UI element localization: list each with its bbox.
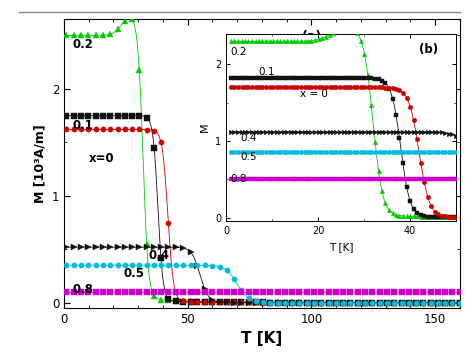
X-axis label: T [K]: T [K] xyxy=(241,332,283,346)
Text: 0.2: 0.2 xyxy=(73,38,93,51)
Text: 0.5: 0.5 xyxy=(123,267,145,280)
Y-axis label: M [10³A/m]: M [10³A/m] xyxy=(33,124,46,203)
Text: 0.8: 0.8 xyxy=(73,283,94,296)
Text: x=0: x=0 xyxy=(89,152,114,165)
Text: (a): (a) xyxy=(301,30,322,43)
Text: 0.1: 0.1 xyxy=(73,119,93,132)
Text: 0.4: 0.4 xyxy=(148,249,169,262)
